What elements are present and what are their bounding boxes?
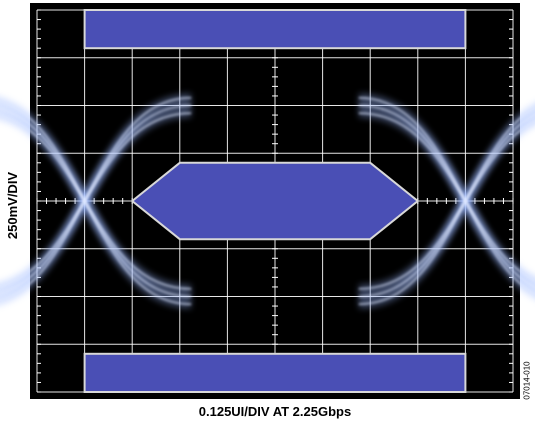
trace-core [0, 97, 192, 302]
mask-center-hexagon [130, 161, 420, 241]
eye-mask [83, 9, 467, 393]
mask-top-region [83, 9, 467, 50]
x-axis-label: 0.125UI/DIV AT 2.25Gbps [198, 404, 352, 419]
mask-bottom-region [83, 352, 467, 393]
trace-core [358, 106, 535, 305]
y-axis-label: 250mV/DIV [5, 171, 21, 239]
signal-traces [0, 93, 535, 309]
figure-id: 07014-010 [522, 360, 532, 400]
